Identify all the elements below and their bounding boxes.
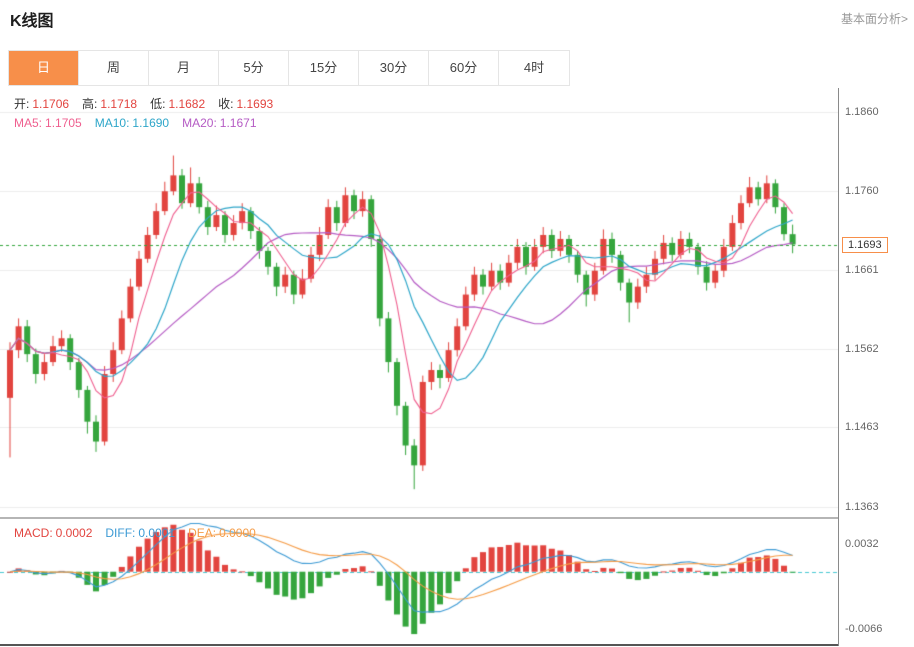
fundamental-analysis-link[interactable]: 基本面分析> [840, 12, 908, 26]
price-axis-label: 1.1463 [845, 421, 879, 434]
price-axis-label: 1.1363 [845, 500, 879, 513]
tab-month[interactable]: 月 [149, 51, 219, 85]
price-axis-label: 1.1562 [845, 342, 879, 355]
tab-m30[interactable]: 30分 [359, 51, 429, 85]
ohlc-close: 收: 1.1693 [218, 97, 274, 111]
panel-divider [0, 517, 838, 519]
macd-axis-label: -0.0066 [845, 622, 883, 635]
price-axis-label: 1.1760 [845, 185, 879, 198]
chart-bottom-border [0, 644, 838, 646]
candlestick-chart-canvas[interactable] [0, 88, 838, 517]
ohlc-open: 开: 1.1706 [14, 97, 70, 111]
ohlc-high: 高: 1.1718 [82, 97, 138, 111]
macd-chart-canvas[interactable] [0, 520, 838, 645]
tab-m60[interactable]: 60分 [429, 51, 499, 85]
tab-h4[interactable]: 4时 [499, 51, 569, 85]
macd-axis-label: 0.0032 [845, 538, 879, 551]
page-title: K线图 [10, 13, 54, 30]
tab-week[interactable]: 周 [79, 51, 149, 85]
price-axis: 1.1693 1.1860 1.1760 1.1661 1.1562 1.1463 1.1… [838, 88, 914, 646]
tab-day[interactable]: 日 [9, 51, 79, 85]
ohlc-low: 低: 1.1682 [150, 97, 206, 111]
diff-value: DIFF: 0.0001 [105, 526, 176, 540]
dea-value: DEA: 0.0000 [188, 526, 256, 540]
macd-value: MACD: 0.0002 [14, 526, 93, 540]
price-axis-label: 1.1661 [845, 263, 879, 276]
ma10-value: MA10: 1.1690 [94, 116, 170, 130]
ma20-value: MA20: 1.1671 [182, 116, 257, 130]
tab-m5[interactable]: 5分 [219, 51, 289, 85]
ohlc-legend: 开: 1.1706 高: 1.1718 低: 1.1682 收: 1.1693 [14, 95, 286, 112]
macd-legend: MACD: 0.0002 DIFF: 0.0001 DEA: 0.0000 [14, 526, 269, 540]
price-axis-label: 1.1860 [845, 105, 879, 118]
current-price-tag: 1.1693 [842, 236, 888, 253]
timeframe-tabs: 日周月 5分 15分 30分 60分 4时 [8, 50, 570, 86]
ma-legend: MA5: 1.1705 MA10: 1.1690 MA20: 1.1671 [14, 116, 270, 130]
tab-m15[interactable]: 15分 [289, 51, 359, 85]
ma5-value: MA5: 1.1705 [14, 116, 82, 130]
